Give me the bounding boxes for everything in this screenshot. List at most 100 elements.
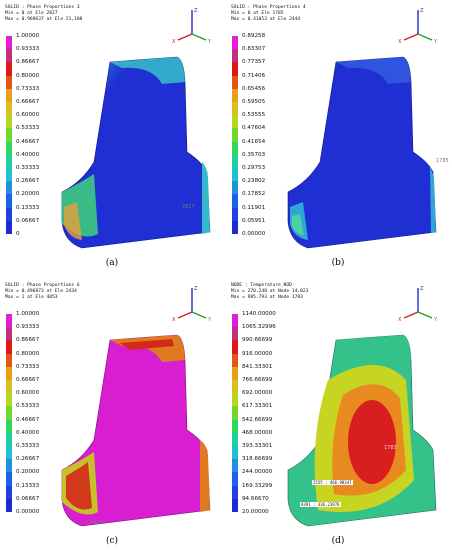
legend-swatch: [6, 380, 12, 394]
legend-tick-label: 0.00000: [16, 509, 40, 515]
node-label: 2827: [182, 204, 195, 210]
legend-swatch: [6, 207, 12, 221]
legend-swatch: [232, 314, 238, 328]
legend-swatch: [232, 327, 238, 341]
legend-tick-label: 0.80000: [16, 72, 40, 79]
legend-tick-label: 0.89258: [242, 33, 266, 39]
axis-y-label: Y: [207, 39, 212, 44]
legend-tick-label: 0.05951: [242, 217, 266, 224]
legend-swatch: [6, 102, 12, 116]
legend-tick-label: 169.33299: [242, 482, 273, 489]
mesh-plot: [61, 56, 211, 249]
legend-tick-label: 1.00000: [16, 311, 40, 317]
legend-swatch: [232, 459, 238, 473]
node-label: 1785: [436, 158, 449, 164]
legend-swatch: [6, 181, 12, 195]
legend-tick-label: 0.00000: [242, 231, 266, 237]
panel-a: SOLID : Phase Proportions 3 Min = 0 at El…: [2, 2, 222, 272]
legend-swatch: [6, 393, 12, 407]
legend-swatch: [232, 220, 238, 234]
panel-c: SOLID : Phase Proportions 6 Min = 0.49687…: [2, 280, 222, 550]
result-header: SOLID : Phase Proportions 4 Min = 0 at El…: [231, 5, 306, 22]
legend-tick-label: 0.53333: [16, 125, 40, 132]
legend-tick-label: 0.20000: [16, 191, 40, 198]
legend-tick-label: 0.26667: [16, 178, 40, 185]
mesh-plot: [287, 56, 437, 249]
legend-swatch: [6, 62, 12, 76]
legend-tick-label: 0.47604: [242, 125, 266, 132]
legend-tick-label: 0.26667: [16, 456, 40, 463]
probe-tag: 2555 : 466.98347: [312, 480, 353, 485]
node-label: 2434: [90, 520, 103, 526]
axis-y-label: Y: [433, 39, 438, 44]
axis-y-label: Y: [433, 317, 438, 322]
mesh-plot: [287, 334, 437, 527]
legend-tick-label: 0.53333: [16, 403, 40, 410]
legend-swatch: [6, 194, 12, 208]
legend-swatch: [232, 419, 238, 433]
panel-b: SOLID : Phase Proportions 4 Min = 0 at El…: [228, 2, 449, 272]
legend-tick-label: 0.35703: [242, 151, 266, 158]
legend-tick-label: 94.66670: [242, 495, 269, 502]
part-right-rim: [200, 440, 210, 512]
legend-tick-label: 0.71406: [242, 72, 266, 79]
axis-z-label: Z: [194, 8, 198, 14]
legend-tick-label: 0.73333: [16, 85, 40, 92]
legend-tick-label: 0.65456: [242, 85, 266, 92]
legend-tick-label: 542.66699: [242, 416, 273, 423]
part-top-rim: [110, 57, 185, 84]
legend-tick-label: 1.00000: [16, 33, 40, 39]
legend-tick-label: 0.86667: [16, 337, 40, 344]
legend-tick-label: 0.40000: [16, 151, 40, 158]
legend-swatch: [6, 353, 12, 367]
legend-tick-label: 1140.00000: [242, 311, 276, 317]
legend-tick-label: 0.20000: [16, 469, 40, 476]
mesh-plot: [61, 334, 211, 527]
legend-swatch: [232, 154, 238, 168]
axis-x-label: X: [398, 317, 402, 322]
legend-swatch: [232, 181, 238, 195]
legend-swatch: [232, 115, 238, 129]
legend-swatch: [6, 75, 12, 89]
legend-swatch: [232, 49, 238, 63]
axis-z-label: Z: [194, 286, 198, 292]
legend-swatch: [6, 36, 12, 50]
result-header: NODE : Temperature_NOD Min = 270.248 at N…: [231, 283, 309, 300]
legend-tick-label: 0.13333: [16, 482, 40, 489]
caption: (d): [331, 536, 345, 546]
legend-swatch: [6, 432, 12, 446]
caption: (b): [331, 258, 345, 268]
legend-tick-label: 0.93333: [16, 324, 40, 331]
legend-tick-label: 1065.32996: [242, 324, 276, 331]
legend-swatch: [232, 207, 238, 221]
legend-swatch: [6, 406, 12, 420]
legend-swatch: [232, 498, 238, 512]
legend-tick-label: 617.33301: [242, 403, 273, 410]
legend-swatch: [6, 128, 12, 142]
result-header: SOLID : Phase Proportions 3 Min = 0 at El…: [5, 5, 83, 22]
legend-swatch: [232, 75, 238, 89]
legend-swatch: [6, 472, 12, 486]
legend-swatch: [6, 485, 12, 499]
legend-tick-label: 244.00000: [242, 469, 273, 476]
legend-swatch: [232, 472, 238, 486]
legend-tick-label: 0.60000: [16, 390, 40, 397]
caption: (c): [105, 536, 119, 546]
legend-swatch: [232, 88, 238, 102]
legend-tick-label: 0.77357: [242, 59, 266, 66]
legend-tick-label: 0.33333: [16, 443, 40, 449]
axis-triad: Z X Y: [172, 286, 212, 322]
legend-tick-label: 0.11901: [242, 204, 266, 211]
legend-swatch: [232, 194, 238, 208]
legend-tick-label: 20.00000: [242, 509, 269, 515]
legend-tick-label: 0.46667: [16, 416, 40, 423]
legend-tick-label: 0.23802: [242, 178, 266, 185]
legend-swatch: [232, 446, 238, 460]
part-body: [287, 56, 437, 249]
legend-tick-label: 0: [16, 231, 20, 237]
axis-x-label: X: [172, 39, 176, 44]
legend-tick-label: 468.00000: [242, 429, 273, 436]
axis-y-label: Y: [207, 317, 212, 322]
legend-swatch: [6, 49, 12, 63]
legend-tick-label: 0.13333: [16, 204, 40, 211]
